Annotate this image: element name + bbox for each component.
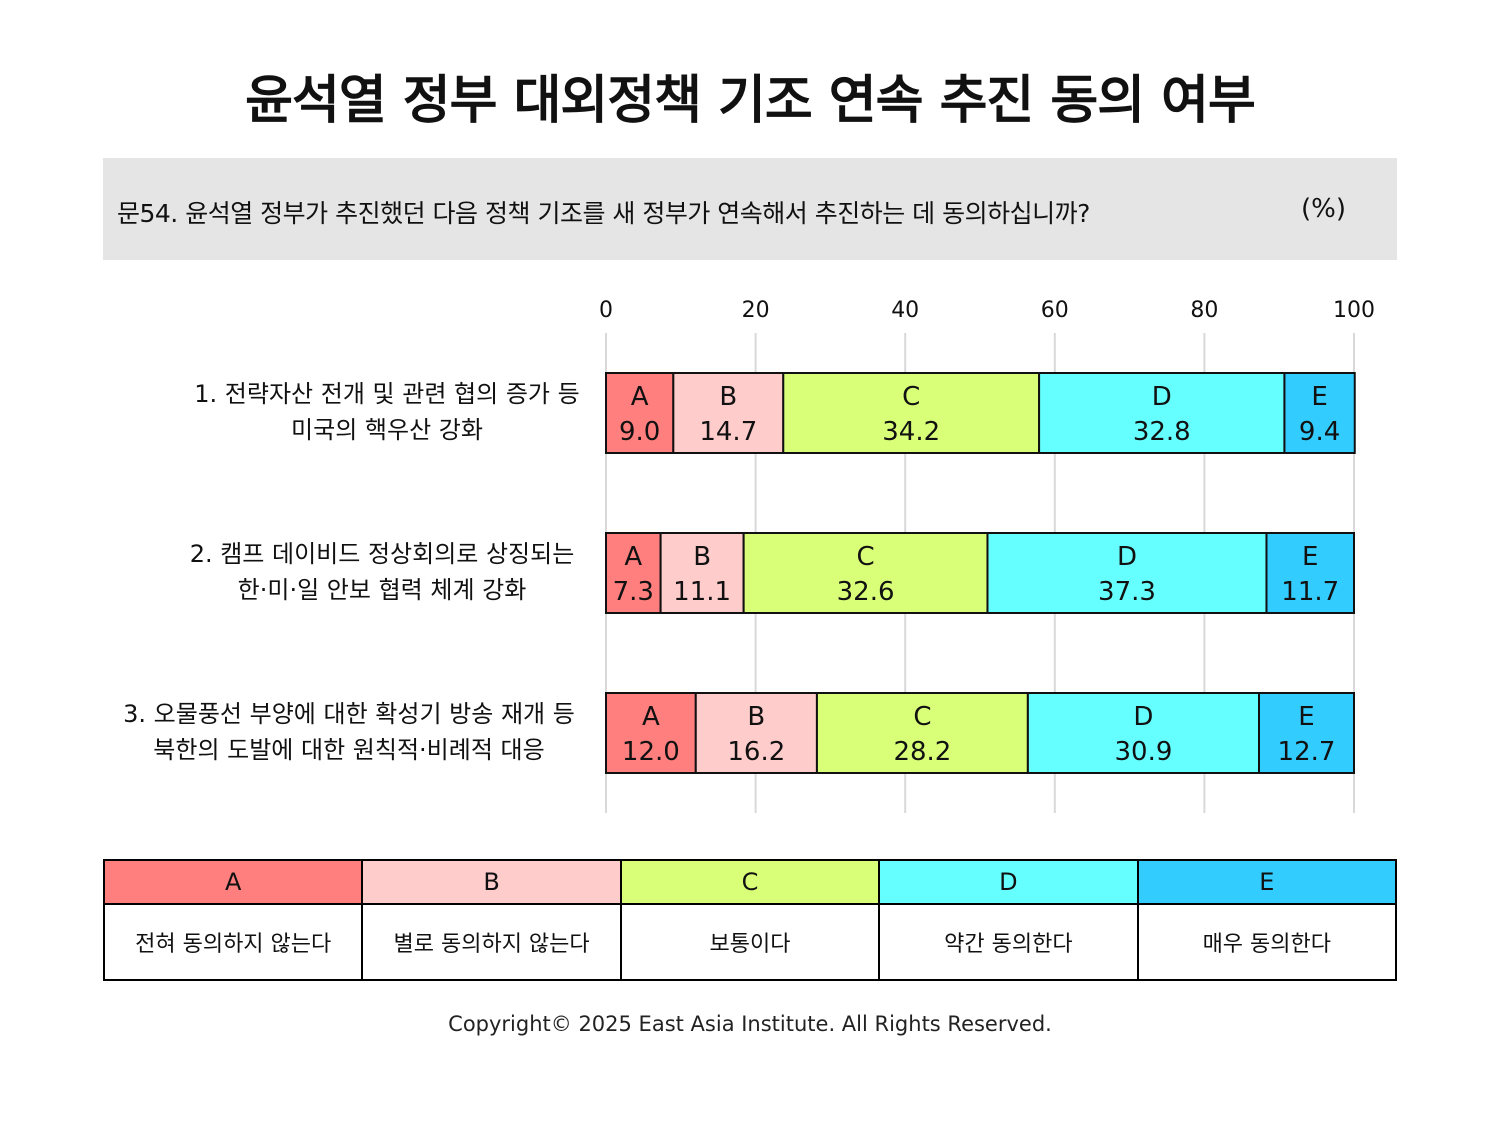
bar-segment-c — [742, 532, 989, 614]
segment-value-label: 9.4 — [1299, 417, 1340, 447]
category-label: 3. 오물풍선 부양에 대한 확성기 방송 재개 등 — [123, 700, 575, 728]
segment-series-label: B — [693, 542, 711, 572]
category-label: 미국의 핵우산 강화 — [291, 416, 483, 444]
segment-value-label: 12.0 — [622, 737, 680, 767]
segment-value-label: 7.3 — [613, 577, 654, 607]
segment-value-label: 32.8 — [1133, 417, 1191, 447]
segment-series-label: A — [624, 542, 642, 572]
legend-key-row: A B C D E — [102, 859, 1398, 905]
segment-series-label: E — [1298, 702, 1314, 732]
legend-key-b: B — [361, 859, 622, 905]
category-label: 2. 캠프 데이비드 정상회의로 상징되는 — [190, 540, 575, 568]
segment-series-label: A — [642, 702, 660, 732]
bar-segment-e — [1265, 532, 1356, 614]
x-tick-label: 40 — [891, 298, 919, 323]
segment-value-label: 37.3 — [1098, 577, 1156, 607]
segment-value-label: 11.7 — [1281, 577, 1339, 607]
legend-desc-e: 매우 동의한다 — [1136, 903, 1398, 981]
segment-series-label: E — [1302, 542, 1318, 572]
segment-value-label: 32.6 — [837, 577, 895, 607]
segment-series-label: C — [913, 702, 931, 732]
page-title: 윤석열 정부 대외정책 기조 연속 추진 동의 여부 — [245, 71, 1256, 131]
legend-description-row: 전혀 동의하지 않는다 별로 동의하지 않는다 보통이다 약간 동의한다 매우 … — [102, 903, 1398, 981]
segment-series-label: A — [631, 382, 649, 412]
bar-segment-b — [694, 692, 818, 774]
segment-series-label: D — [1117, 542, 1137, 572]
bar-segment-a — [605, 532, 662, 614]
unit-label: (%) — [1301, 194, 1346, 224]
category-label: 한·미·일 안보 협력 체계 강화 — [238, 576, 527, 604]
x-tick-label: 100 — [1333, 298, 1375, 323]
segment-series-label: D — [1152, 382, 1172, 412]
bar-segment-b — [672, 372, 785, 454]
segment-series-label: C — [902, 382, 920, 412]
bar-segment-e — [1283, 372, 1356, 454]
segment-value-label: 12.7 — [1278, 737, 1336, 767]
segment-value-label: 30.9 — [1114, 737, 1172, 767]
question-text: 문54. 윤석열 정부가 추진했던 다음 정책 기조를 새 정부가 연속해서 추… — [117, 199, 1090, 228]
legend-key-d: D — [878, 859, 1139, 905]
copyright-footer: Copyright© 2025 East Asia Institute. All… — [448, 1012, 1052, 1036]
bar-segment-c — [815, 692, 1029, 774]
segment-value-label: 34.2 — [882, 417, 940, 447]
segment-value-label: 11.1 — [673, 577, 731, 607]
legend-desc-c: 보통이다 — [619, 903, 881, 981]
x-tick-label: 80 — [1190, 298, 1218, 323]
legend-key-c: C — [619, 859, 881, 905]
legend-desc-d: 약간 동의한다 — [878, 903, 1139, 981]
segment-value-label: 28.2 — [893, 737, 951, 767]
segment-value-label: 9.0 — [619, 417, 660, 447]
bar-segment-e — [1258, 692, 1356, 774]
segment-series-label: B — [747, 702, 765, 732]
legend-desc-a: 전혀 동의하지 않는다 — [102, 903, 364, 981]
x-tick-label: 0 — [599, 298, 613, 323]
bar-segment-d — [1026, 692, 1261, 774]
legend-key-e: E — [1136, 859, 1398, 905]
x-tick-label: 60 — [1041, 298, 1069, 323]
legend-key-a: A — [102, 859, 364, 905]
segment-value-label: 16.2 — [727, 737, 785, 767]
segment-series-label: C — [856, 542, 874, 572]
category-label: 북한의 도발에 대한 원칙적·비례적 대응 — [153, 736, 544, 764]
segment-series-label: B — [719, 382, 737, 412]
segment-value-label: 14.7 — [699, 417, 757, 447]
segment-series-label: E — [1311, 382, 1327, 412]
bar-segment-d — [1038, 372, 1286, 454]
segment-series-label: D — [1133, 702, 1153, 732]
bar-segment-c — [782, 372, 1041, 454]
category-label: 1. 전략자산 전개 및 관련 협의 증가 등 — [194, 380, 579, 408]
question-box: 문54. 윤석열 정부가 추진했던 다음 정책 기조를 새 정부가 연속해서 추… — [103, 158, 1397, 260]
legend-desc-b: 별로 동의하지 않는다 — [361, 903, 622, 981]
legend-table: A B C D E 전혀 동의하지 않는다 별로 동의하지 않는다 보통이다 약… — [102, 859, 1398, 981]
x-tick-label: 20 — [742, 298, 770, 323]
